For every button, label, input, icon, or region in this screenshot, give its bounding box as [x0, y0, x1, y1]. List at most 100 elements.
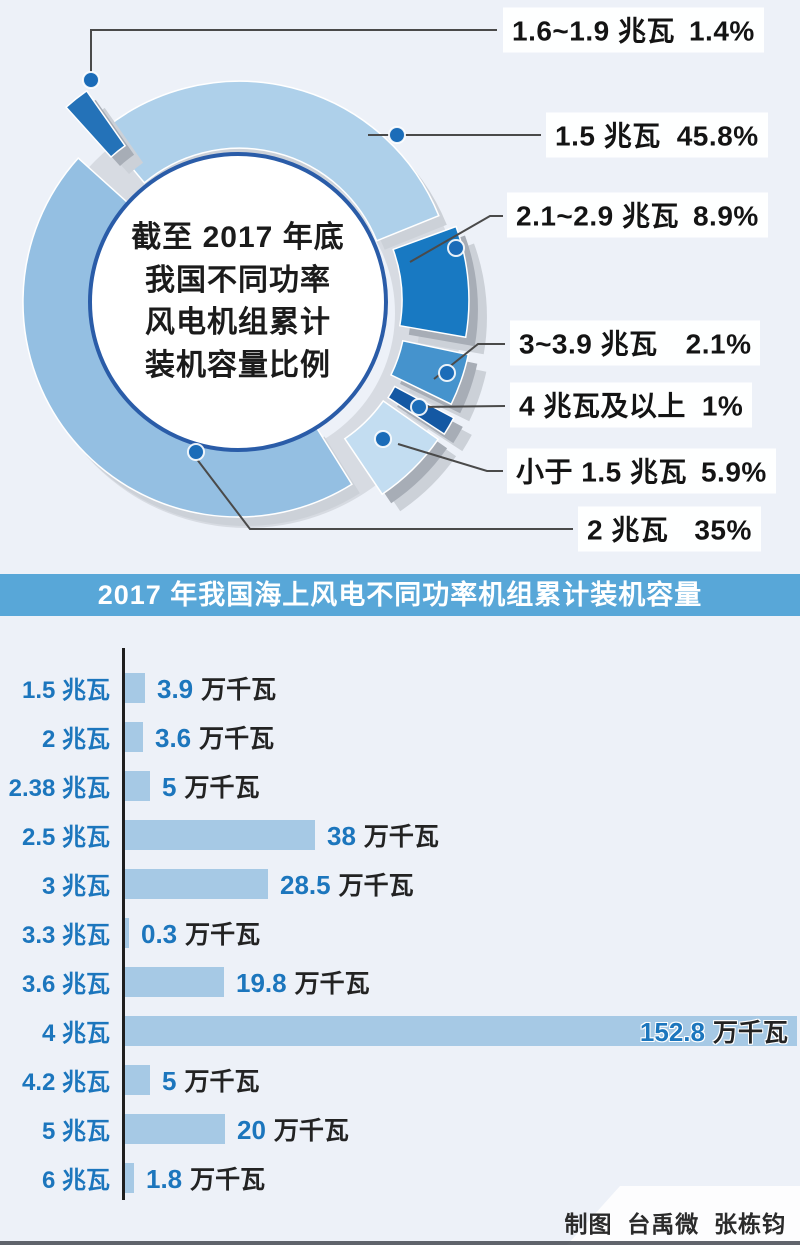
pie-label-percent: 35% — [694, 514, 752, 546]
pie-label-name: 4 兆瓦及以上 — [519, 390, 686, 422]
pie-label-name: 1.6~1.9 兆瓦 — [512, 15, 675, 47]
bar-value-number: 152.8 — [639, 1016, 705, 1047]
bottom-edge-strip — [0, 1241, 800, 1245]
bar-category-label: 3.3 兆瓦 — [21, 922, 110, 949]
pie-label-2.1~2.9 兆瓦: 2.1~2.9 兆瓦 8.9% — [507, 192, 768, 238]
bar-value-unit: 万千瓦 — [273, 1116, 349, 1145]
bar-track: 5 万千瓦 — [125, 1062, 800, 1098]
bar-category-label: 2.5 兆瓦 — [21, 824, 110, 851]
bar-fill — [125, 672, 145, 703]
bar-value-number: 1.8 — [146, 1163, 183, 1194]
pie-label-4 兆瓦及以上: 4 兆瓦及以上 1% — [510, 382, 753, 428]
pie-label-percent: 45.8% — [676, 120, 759, 152]
pie-title-line-2: 我国不同功率 — [145, 263, 331, 297]
bar-track: 19.8 万千瓦 — [125, 964, 800, 1000]
bar-value: 19.8 万千瓦 — [236, 964, 370, 1000]
bar-category-label: 2.38 兆瓦 — [8, 775, 110, 802]
pie-segment-1.5 兆瓦 — [100, 80, 440, 242]
bar-value: 5 万千瓦 — [162, 768, 259, 804]
bar-row-4 兆瓦: 4 兆瓦 152.8 万千瓦 — [0, 1006, 800, 1055]
callout-line-2.1~2.9 兆瓦 — [409, 215, 503, 263]
bar-value-number: 28.5 — [280, 869, 331, 900]
bar-fill — [125, 819, 315, 850]
callout-dot-1.6~1.9 兆瓦 — [82, 71, 100, 89]
pie-label-1.5 兆瓦: 1.5 兆瓦 45.8% — [546, 112, 768, 158]
pie-label-name: 2 兆瓦 — [587, 514, 669, 546]
bar-category-label: 1.5 兆瓦 — [21, 677, 110, 704]
bar-row-3.6 兆瓦: 3.6 兆瓦 19.8 万千瓦 — [0, 957, 800, 1006]
bar-value-number: 5 — [162, 771, 177, 802]
callout-dot-2 兆瓦 — [187, 443, 205, 461]
bar-value-number: 19.8 — [236, 967, 287, 998]
bar-track: 0.3 万千瓦 — [125, 915, 800, 951]
pie-label-percent: 1.4% — [688, 15, 755, 47]
bar-value-unit: 万千瓦 — [712, 1018, 788, 1047]
callout-dot-1.5 兆瓦 — [388, 126, 406, 144]
bar-category-label: 4.2 兆瓦 — [21, 1069, 110, 1096]
bar-value-unit: 万千瓦 — [199, 724, 275, 753]
bar-row-2 兆瓦: 2 兆瓦 3.6 万千瓦 — [0, 712, 800, 761]
pie-title-line-4: 装机容量比例 — [145, 348, 331, 382]
pie-label-name: 小于 1.5 兆瓦 — [516, 456, 687, 488]
pie-label-3~3.9 兆瓦: 3~3.9 兆瓦 2.1% — [510, 320, 761, 366]
bar-row-2.5 兆瓦: 2.5 兆瓦 38 万千瓦 — [0, 810, 800, 859]
bar-category-label: 2 兆瓦 — [41, 726, 110, 753]
bar-value-unit: 万千瓦 — [201, 675, 277, 704]
pie-label-name: 2.1~2.9 兆瓦 — [516, 200, 679, 232]
bar-fill — [125, 1015, 797, 1046]
pie-label-name: 3~3.9 兆瓦 — [519, 328, 658, 360]
pie-title-line-1: 截至 2017 年底 — [131, 220, 345, 254]
bar-value-unit: 万千瓦 — [190, 1165, 266, 1194]
bar-value-unit: 万千瓦 — [184, 1067, 260, 1096]
pie-label-1.6~1.9 兆瓦: 1.6~1.9 兆瓦 1.4% — [503, 7, 764, 53]
credit-text: 制图 台禹微 张栋钧 — [564, 1211, 786, 1237]
pie-label-小于 1.5 兆瓦: 小于 1.5 兆瓦 5.9% — [507, 448, 776, 494]
bar-track: 1.8 万千瓦 — [125, 1160, 800, 1196]
bar-row-5 兆瓦: 5 兆瓦 20 万千瓦 — [0, 1104, 800, 1153]
bar-row-3 兆瓦: 3 兆瓦 28.5 万千瓦 — [0, 859, 800, 908]
callout-line-4 兆瓦及以上 — [418, 405, 506, 408]
pie-segment-3~3.9 兆瓦 — [389, 339, 470, 406]
bar-fill — [125, 721, 143, 752]
bar-track: 28.5 万千瓦 — [125, 866, 800, 902]
bar-value: 5 万千瓦 — [162, 1062, 259, 1098]
bar-chart-axis-line — [122, 648, 125, 1200]
bar-track: 5 万千瓦 — [125, 768, 800, 804]
bar-category-label: 3.6 兆瓦 — [21, 971, 110, 998]
pie-center-circle — [88, 152, 388, 452]
bar-track: 3.9 万千瓦 — [125, 672, 800, 704]
bar-row-1.5 兆瓦: 1.5 兆瓦 3.9 万千瓦 — [0, 663, 800, 712]
bar-value-unit: 万千瓦 — [363, 822, 439, 851]
pie-label-percent: 8.9% — [692, 200, 759, 232]
bar-value: 20 万千瓦 — [237, 1111, 349, 1147]
pie-label-percent: 2.1% — [685, 328, 752, 360]
bar-value: 1.8 万千瓦 — [146, 1160, 265, 1196]
pie-chart — [22, 29, 573, 530]
callout-line-2 兆瓦 — [195, 457, 573, 530]
bar-track: 152.8 万千瓦 — [125, 1015, 800, 1047]
bar-value-unit: 万千瓦 — [338, 871, 414, 900]
bar-category-label: 4 兆瓦 — [41, 1020, 110, 1047]
bar-row-2.38 兆瓦: 2.38 兆瓦 5 万千瓦 — [0, 761, 800, 810]
bar-value-unit: 万千瓦 — [294, 969, 370, 998]
bar-fill — [125, 1113, 225, 1144]
callout-dot-小于 1.5 兆瓦 — [374, 430, 392, 448]
bar-value: 0.3 万千瓦 — [141, 915, 260, 951]
bar-value: 28.5 万千瓦 — [280, 866, 414, 902]
bar-category-label: 5 兆瓦 — [41, 1118, 110, 1145]
pie-title-line-3: 风电机组累计 — [145, 306, 331, 339]
bar-row-4.2 兆瓦: 4.2 兆瓦 5 万千瓦 — [0, 1055, 800, 1104]
bar-track: 38 万千瓦 — [125, 819, 800, 851]
bar-value-number: 38 — [327, 820, 356, 851]
bar-chart-rows: 1.5 兆瓦 3.9 万千瓦 2 兆瓦 3.6 万千瓦 2.38 兆瓦 5 万千瓦 2.5 兆瓦 3… — [0, 663, 800, 1202]
pie-label-2 兆瓦: 2 兆瓦 35% — [578, 506, 761, 552]
bar-value: 3.6 万千瓦 — [155, 719, 274, 755]
bar-value-number: 5 — [162, 1065, 177, 1096]
bar-value-number: 20 — [237, 1114, 266, 1145]
bar-value-unit: 万千瓦 — [185, 920, 261, 949]
bar-track: 20 万千瓦 — [125, 1111, 800, 1147]
callout-line-小于 1.5 兆瓦 — [397, 443, 503, 472]
bar-fill — [125, 1162, 134, 1193]
bar-category-label: 3 兆瓦 — [41, 873, 110, 900]
